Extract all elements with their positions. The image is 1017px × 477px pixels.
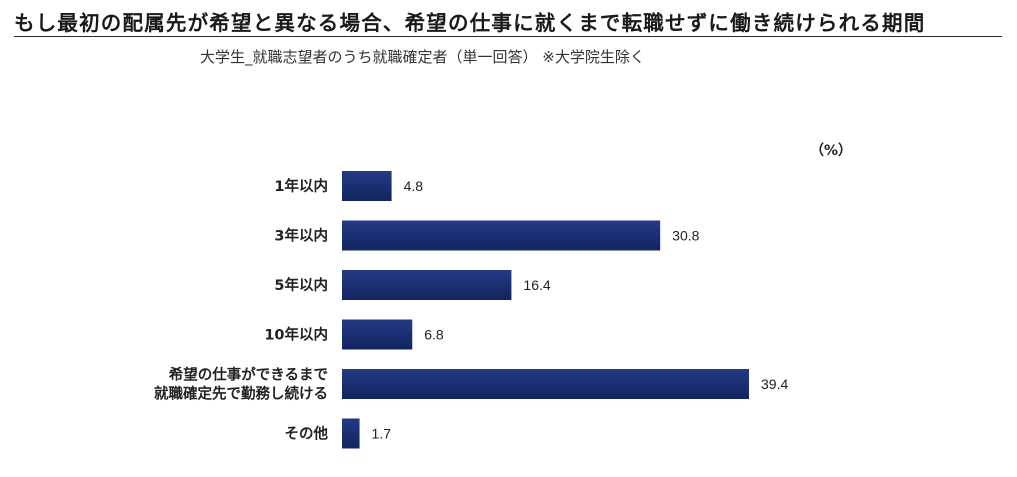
category-label-0: 1年以内: [274, 177, 328, 195]
value-label-1: 30.8: [672, 228, 699, 244]
category-label-2: 5年以内: [274, 276, 328, 294]
category-label-5: その他: [285, 425, 329, 443]
value-label-0: 4.8: [404, 178, 424, 194]
bar-4: [342, 369, 750, 399]
category-label-4: 希望の仕事ができるまで就職確定先で勤務し続ける: [154, 366, 328, 403]
value-label-4: 39.4: [761, 376, 788, 392]
chart-subtitle: 大学生_就職志望者のうち就職確定者（単一回答） ※大学院生除く: [200, 48, 645, 66]
value-label-2: 16.4: [523, 277, 550, 293]
value-label-3: 6.8: [424, 327, 444, 343]
value-label-5: 1.7: [372, 426, 392, 442]
unit-label: （%）: [810, 143, 853, 159]
bar-1: [342, 220, 661, 251]
chart-area: 4.8 1年以内 30.8 3年以内 16.4 5年以内 6.8 10年以内 39.4 希望の仕事…: [154, 171, 788, 449]
bar-2: [342, 270, 512, 300]
bar-3: [342, 319, 413, 350]
category-label-3: 10年以内: [264, 326, 328, 344]
chart-title: もし最初の配属先が希望と異なる場合、希望の仕事に就くまで転職せずに働き続けられる…: [14, 11, 926, 35]
bar-5: [342, 418, 360, 449]
title-underline: [14, 36, 1002, 37]
category-label-1: 3年以内: [274, 227, 328, 245]
bar-0: [342, 171, 392, 201]
